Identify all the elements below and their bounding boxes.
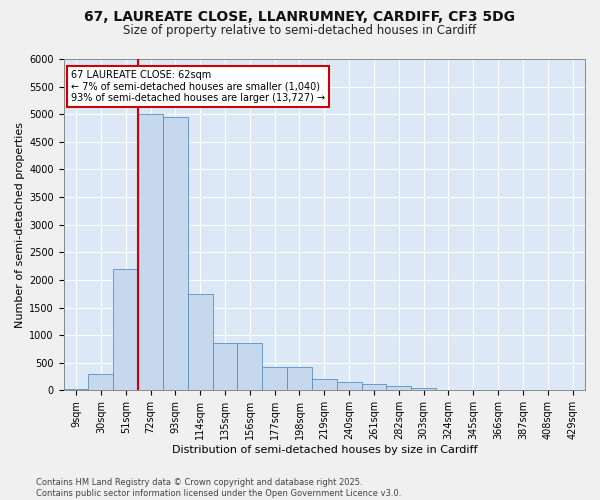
Bar [163,117,188,390]
Y-axis label: Number of semi-detached properties: Number of semi-detached properties [15,122,25,328]
Bar [287,366,312,390]
Bar [64,389,88,390]
Text: Contains HM Land Registry data © Crown copyright and database right 2025.
Contai: Contains HM Land Registry data © Crown c… [36,478,401,498]
Bar [88,374,113,390]
Bar [411,388,436,390]
Text: 67 LAUREATE CLOSE: 62sqm
← 7% of semi-detached houses are smaller (1,040)
93% of: 67 LAUREATE CLOSE: 62sqm ← 7% of semi-de… [71,70,325,103]
Text: Size of property relative to semi-detached houses in Cardiff: Size of property relative to semi-detach… [124,24,476,37]
Bar [386,386,411,390]
X-axis label: Distribution of semi-detached houses by size in Cardiff: Distribution of semi-detached houses by … [172,445,477,455]
Bar [138,114,163,390]
Bar [362,384,386,390]
Bar [238,344,262,390]
Bar [113,269,138,390]
Bar [188,294,212,390]
Bar [312,380,337,390]
Bar [212,344,238,390]
Bar [262,366,287,390]
Bar [337,382,362,390]
Text: 67, LAUREATE CLOSE, LLANRUMNEY, CARDIFF, CF3 5DG: 67, LAUREATE CLOSE, LLANRUMNEY, CARDIFF,… [85,10,515,24]
